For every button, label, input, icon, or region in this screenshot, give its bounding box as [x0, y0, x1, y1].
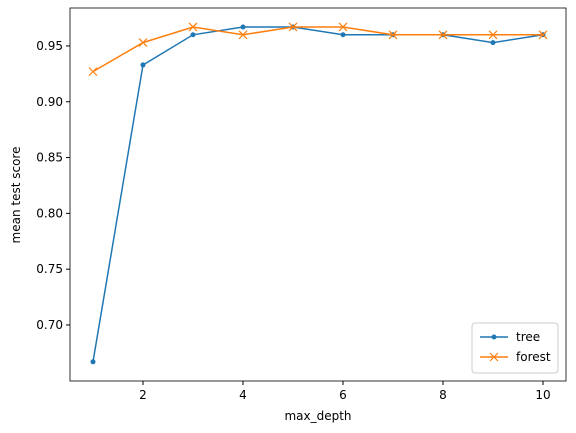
legend-marker: [491, 334, 497, 340]
plot-frame: [69, 7, 567, 382]
legend: tree forest: [471, 322, 559, 374]
marker: [538, 30, 548, 40]
marker: [490, 40, 496, 46]
line: [92, 26, 544, 362]
series: [88, 22, 548, 77]
marker: [138, 38, 148, 48]
marker: [140, 62, 146, 68]
marker: [188, 22, 198, 32]
marker: [438, 30, 448, 40]
y-axis-label: mean test score: [9, 147, 23, 244]
marker: [338, 22, 348, 32]
legend-label: tree: [516, 330, 540, 344]
y-tick-label: 0.70: [36, 318, 63, 332]
series: [90, 24, 546, 365]
x-tick-label: 10: [535, 388, 550, 402]
marker: [288, 22, 298, 32]
x-tick-label: 4: [239, 388, 247, 402]
x-tick-label: 2: [139, 388, 147, 402]
legend-label: forest: [516, 350, 551, 364]
marker: [190, 32, 196, 38]
y-tick-label: 0.95: [36, 39, 63, 53]
x-axis-label: max_depth: [284, 409, 351, 423]
marker: [238, 30, 248, 40]
y-tick-label: 0.75: [36, 262, 63, 276]
x-tick-label: 8: [439, 388, 447, 402]
marker: [388, 30, 398, 40]
legend-marker: [489, 352, 499, 362]
y-tick-label: 0.90: [36, 95, 63, 109]
legend-box: [471, 322, 559, 374]
marker: [240, 24, 246, 30]
marker: [488, 30, 498, 40]
y-tick-label: 0.85: [36, 151, 63, 165]
marker: [90, 359, 96, 365]
line: [92, 26, 543, 73]
marker: [88, 67, 98, 77]
marker: [340, 32, 346, 38]
y-tick-label: 0.80: [36, 206, 63, 220]
x-tick-label: 6: [339, 388, 347, 402]
